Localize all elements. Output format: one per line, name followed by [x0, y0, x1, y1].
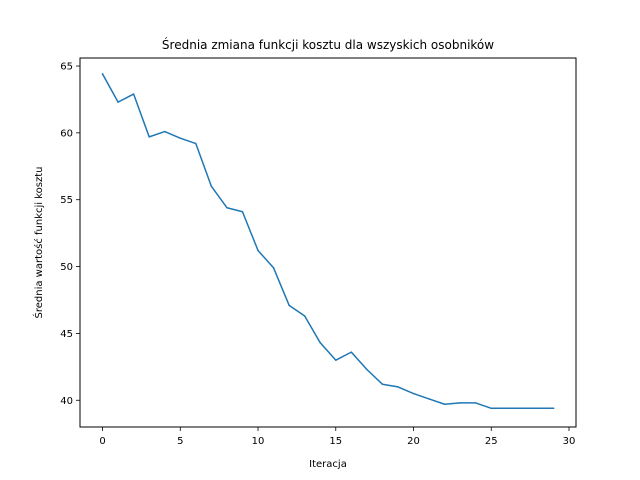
data-point [397, 386, 399, 388]
data-point [335, 359, 337, 361]
data-point [350, 351, 353, 353]
x-tick-label: 20 [407, 436, 420, 447]
x-axis-label: Iteracja [309, 459, 347, 470]
x-tick-label: 15 [329, 436, 342, 447]
y-tick-label: 45 [60, 329, 73, 340]
x-axis-ticks: 0 5 10 15 20 25 30 [99, 427, 575, 447]
data-point [132, 93, 135, 95]
data-point [521, 407, 524, 410]
data-point [506, 407, 508, 410]
data-point [226, 206, 228, 209]
plot-area [80, 58, 576, 427]
data-point [537, 407, 539, 410]
x-tick-label: 10 [252, 436, 265, 447]
y-axis-label: Średnia wartość funkcji kosztu [32, 167, 45, 319]
y-tick-label: 50 [60, 262, 73, 273]
data-point [210, 185, 213, 188]
data-point [474, 402, 477, 404]
data-point [117, 101, 119, 103]
series-line [101, 73, 555, 410]
data-point [288, 304, 290, 307]
data-point [163, 130, 166, 133]
chart-title: Średnia zmiana funkcji kosztu dla wszysk… [162, 37, 494, 52]
data-point [272, 267, 275, 269]
data-point [366, 368, 368, 371]
x-tick-label: 0 [99, 436, 105, 447]
y-tick-label: 40 [60, 396, 73, 407]
y-tick-label: 60 [60, 128, 73, 139]
data-point [428, 398, 430, 400]
data-point [179, 137, 182, 139]
data-point [148, 136, 150, 138]
data-point [490, 407, 493, 410]
data-point [381, 383, 384, 385]
x-tick-label: 25 [485, 436, 498, 447]
data-point [412, 392, 415, 395]
data-point [303, 315, 306, 317]
x-tick-label: 30 [563, 436, 576, 447]
data-point [443, 403, 446, 406]
y-tick-label: 55 [60, 195, 73, 206]
data-point [257, 249, 259, 252]
y-tick-label: 65 [60, 62, 73, 73]
data-point [195, 142, 197, 145]
plot-frame [79, 57, 577, 428]
series-layer [101, 73, 555, 410]
data-point [552, 407, 555, 410]
data-point [101, 73, 104, 75]
data-point [319, 342, 321, 344]
y-axis-ticks: 40 45 50 55 60 65 [60, 62, 80, 407]
x-tick-label: 5 [177, 436, 183, 447]
data-point [459, 402, 461, 404]
data-point [241, 211, 244, 213]
